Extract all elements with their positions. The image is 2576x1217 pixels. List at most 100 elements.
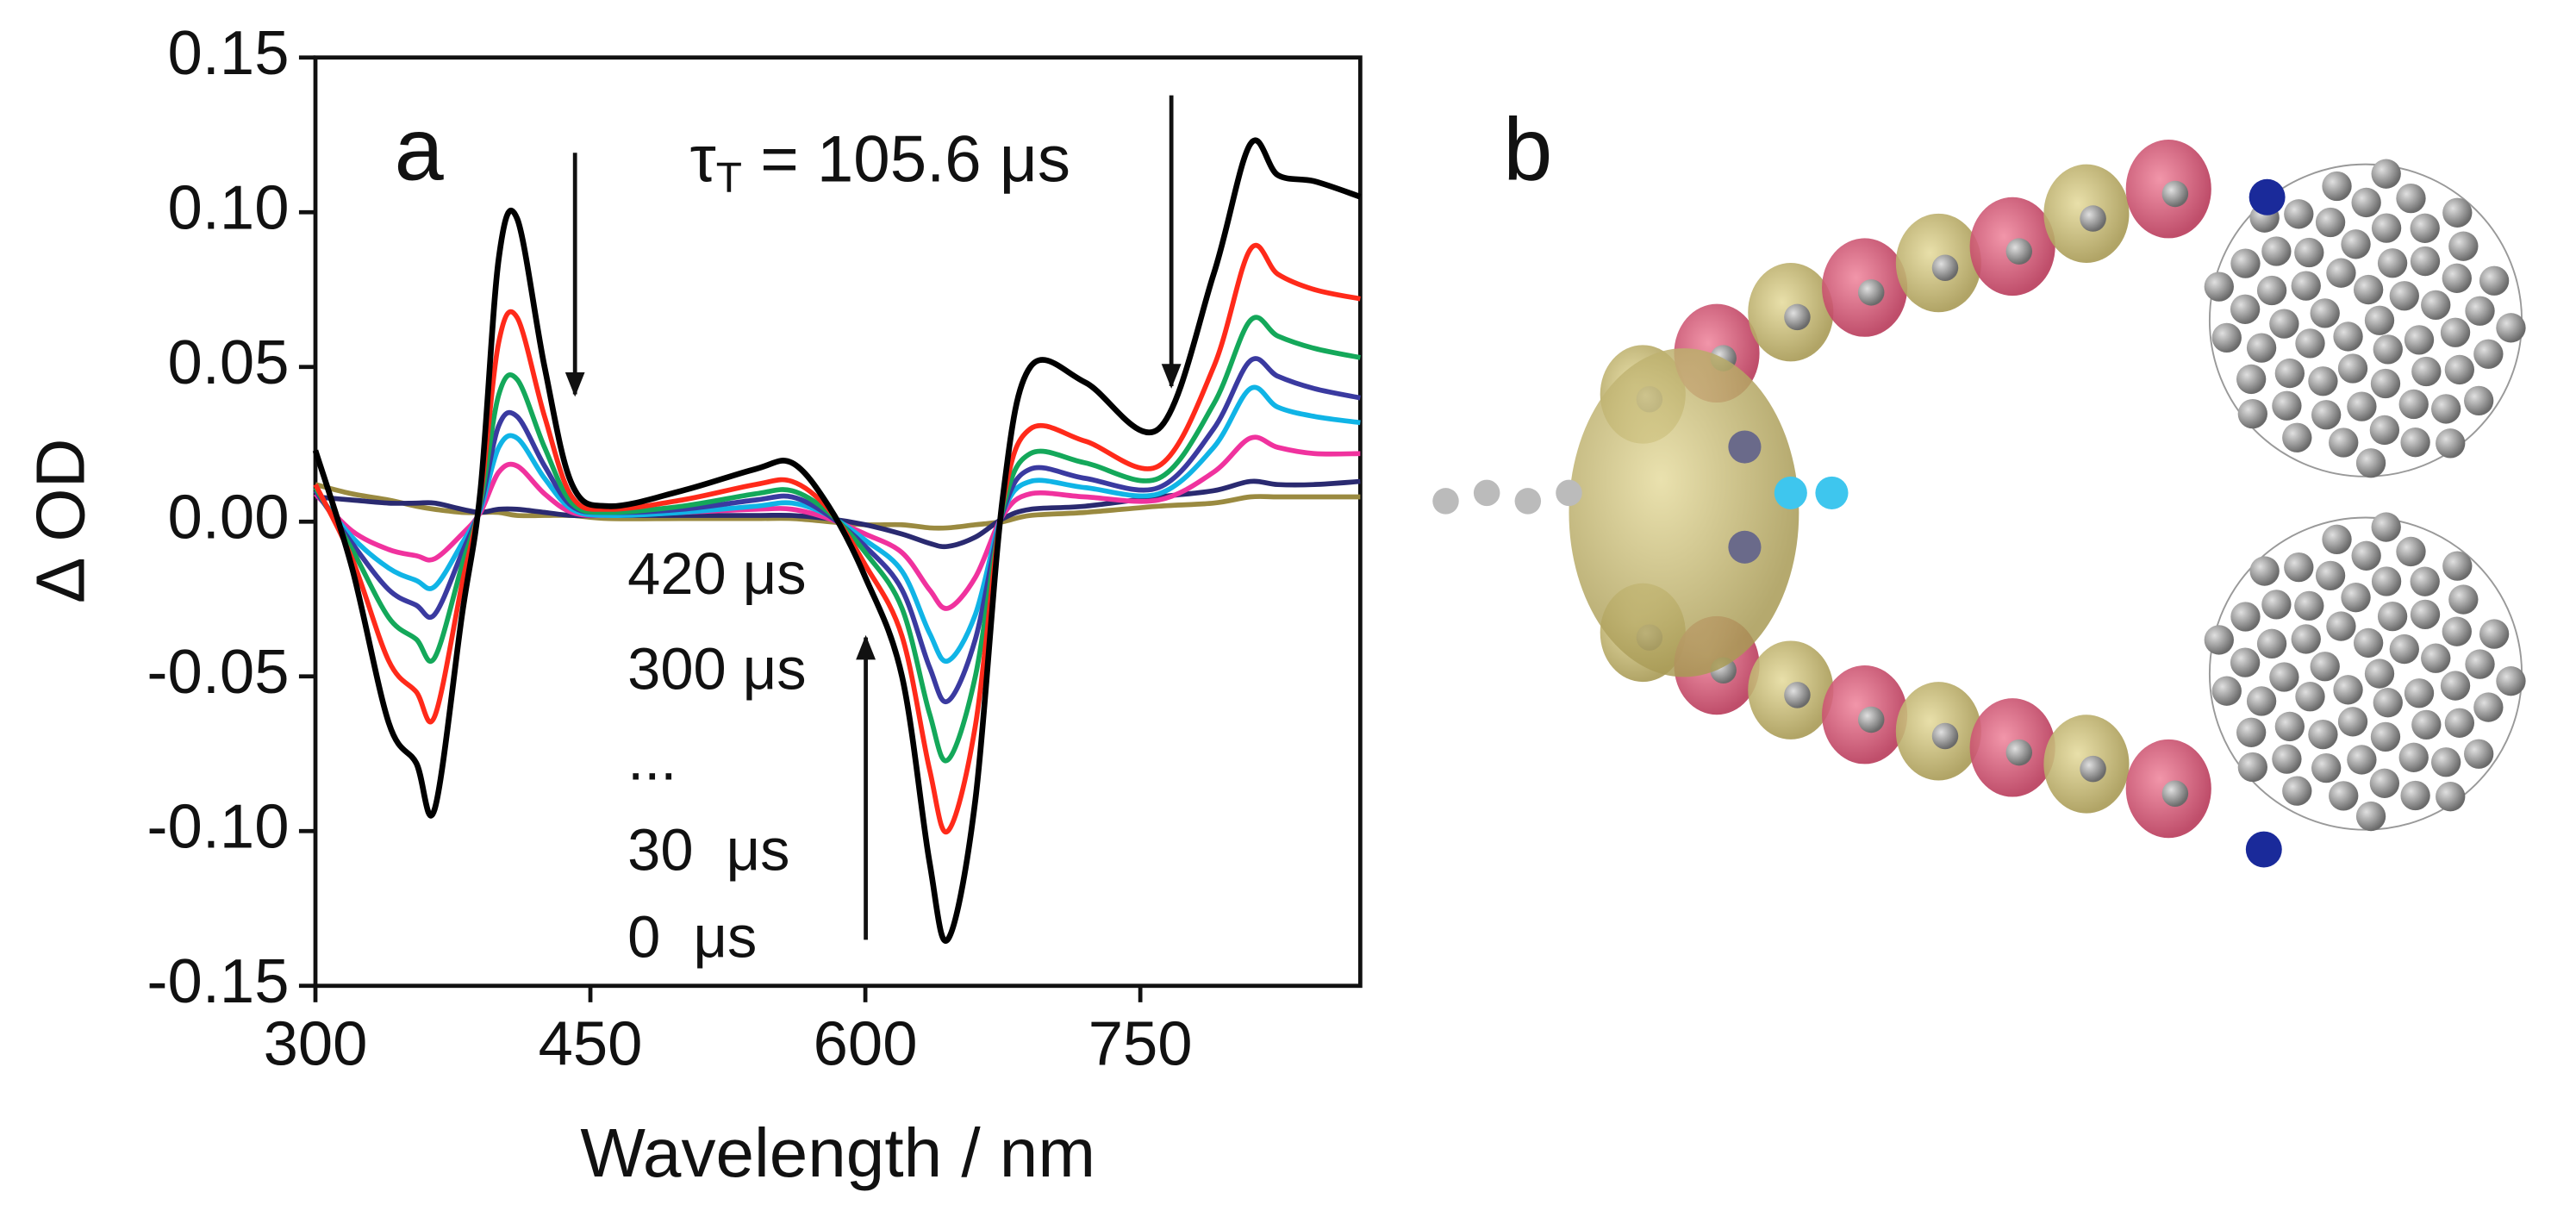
series-line [313,356,1361,705]
atom [2347,745,2377,775]
lifetime-value: = 105.6 μs [742,123,1070,197]
atom [2353,627,2384,658]
atom [2326,258,2356,288]
atom [2294,590,2324,621]
atom [2370,368,2401,399]
atom [2364,658,2395,689]
atom [2411,709,2442,740]
atom [1473,479,1500,507]
atom [2256,628,2287,659]
atom [2351,187,2381,218]
atom [2473,339,2504,369]
atom [2410,246,2441,277]
atom [2080,205,2106,232]
atom [1556,479,1582,507]
atom [2442,616,2472,646]
atom [2329,781,2359,811]
atom [2371,512,2401,542]
atom [2230,602,2261,632]
atom [2431,747,2461,777]
atom [2444,354,2475,385]
series-line [313,434,1361,611]
atom [2230,294,2261,324]
atom [2370,721,2401,752]
atom [2353,274,2384,305]
atom [2310,652,2340,682]
atom [2269,309,2299,339]
atom [2245,831,2282,868]
atom [2371,213,2402,243]
atom [1728,530,1762,564]
time-label: 30 μs [627,816,789,883]
time-label: ... [627,727,677,793]
atom [2315,207,2346,238]
porphyrin-core [1569,348,1799,677]
atom [2311,752,2342,783]
atom [2326,611,2356,641]
atom [2442,197,2473,228]
atom [1931,722,1959,750]
atom [2371,159,2401,189]
atom [2311,400,2342,430]
atom [2410,599,2441,630]
atom [2410,213,2440,243]
x-axis-title: Wavelength / nm [580,1114,1095,1191]
atom [2272,744,2302,774]
atom [1857,279,1885,306]
atom [2364,305,2395,335]
atom [2473,692,2504,722]
atom [2351,540,2381,571]
atom [2355,801,2386,832]
atom [2246,333,2277,363]
atom [1432,488,1459,515]
atom [2464,385,2494,416]
atom [2294,237,2324,268]
y-tick-label: -0.10 [147,791,289,861]
atom [2315,560,2346,591]
atom [2341,229,2371,259]
y-tick-label: 0.05 [168,328,290,397]
atom [2236,717,2267,747]
atom [2322,171,2352,202]
atom [2347,391,2377,421]
atom [2337,707,2368,737]
atom [1784,682,1811,708]
atom [2442,551,2473,581]
atom [2211,676,2242,706]
atom [1728,430,1762,464]
atom [2404,678,2435,708]
atom [2398,742,2429,772]
atom [1815,476,1849,509]
atom [2442,263,2472,293]
atom [2355,448,2386,478]
y-axis-title: Δ OD [22,439,98,603]
atom [2211,322,2242,353]
atom [2333,675,2363,705]
x-tick-label: 450 [539,1008,643,1078]
atom [2440,317,2471,347]
atom [2322,524,2352,555]
atom [2249,178,2286,215]
atom [2396,536,2426,567]
atom [2274,711,2305,742]
atom [2411,356,2442,387]
y-tick-label: -0.15 [147,946,289,1016]
atom [2246,686,2277,716]
atom [2465,296,2495,326]
atom [2274,358,2305,389]
atom [2436,782,2466,812]
atom [2237,398,2267,429]
atom [2448,584,2479,615]
atom [2256,275,2287,306]
lifetime-symbol: τ [690,123,716,197]
atom [2308,719,2338,750]
atom [2421,290,2451,321]
y-tick-label: 0.00 [168,482,290,552]
atom [2389,281,2419,311]
x-tick-label: 750 [1088,1008,1193,1078]
atom [2261,590,2292,620]
atom [2249,556,2280,586]
atom [2400,780,2430,811]
atom [2373,334,2403,365]
